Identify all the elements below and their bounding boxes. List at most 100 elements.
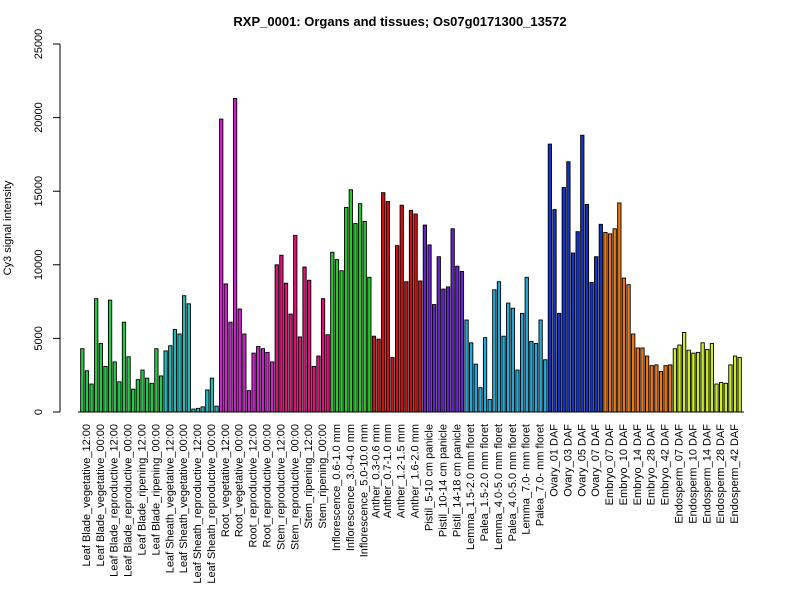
x-tick-labels: Leaf Blade_vegetative_12:00 Leaf Blade_ve… bbox=[81, 424, 741, 584]
bar bbox=[195, 407, 201, 413]
bar bbox=[390, 357, 395, 413]
x-tick-label: Inflorescence_0.6-1.0 mm bbox=[331, 424, 343, 551]
bar bbox=[348, 189, 353, 413]
x-tick-label: Ovary_03 DAF bbox=[562, 424, 574, 497]
bar bbox=[598, 223, 603, 413]
bar bbox=[640, 347, 645, 413]
bar bbox=[260, 348, 265, 413]
bar bbox=[432, 304, 437, 413]
bar bbox=[311, 365, 316, 413]
chart-title: RXP_0001: Organs and tissues; Os07g01713… bbox=[233, 14, 566, 29]
bar bbox=[427, 244, 432, 413]
bar bbox=[186, 303, 191, 413]
bar bbox=[459, 270, 465, 413]
bar bbox=[575, 231, 580, 413]
y-tick-label: 25000 bbox=[33, 29, 45, 60]
bar bbox=[302, 266, 307, 413]
bar bbox=[418, 280, 423, 413]
y-tick-label: 10000 bbox=[33, 250, 45, 281]
bar bbox=[353, 223, 358, 413]
x-tick-label: Lemma_7.0- mm floret bbox=[521, 424, 533, 535]
bar bbox=[714, 383, 719, 413]
bar bbox=[668, 364, 673, 413]
bar bbox=[594, 256, 599, 413]
x-tick-label: Leaf Blade_reproductive_00:00 bbox=[123, 424, 135, 577]
x-tick-label: Palea_7.0- mm floret bbox=[535, 424, 547, 526]
bar bbox=[214, 405, 219, 413]
bar bbox=[182, 295, 187, 413]
bar bbox=[464, 319, 469, 413]
bar bbox=[339, 270, 344, 413]
y-axis-label: Cy3 signal intensity bbox=[2, 180, 14, 275]
bar bbox=[293, 234, 298, 413]
y-tick-label: 20000 bbox=[33, 102, 45, 133]
x-tick-label: Leaf Blade_vegetative_12:00 bbox=[81, 424, 93, 567]
bar bbox=[320, 298, 326, 413]
y-tick-label: 0 bbox=[33, 409, 45, 415]
x-tick-label: Pistil_14-18 cm panicle bbox=[451, 424, 463, 537]
x-tick-label: Endosperm_07 DAF bbox=[674, 424, 686, 524]
bar bbox=[566, 161, 571, 413]
bar bbox=[399, 204, 404, 413]
bar bbox=[395, 245, 400, 413]
bar bbox=[580, 134, 585, 413]
bar bbox=[209, 377, 215, 413]
x-tick-label: Pistil_10-14 cm panicle bbox=[437, 424, 449, 537]
y-axis: 0 5000 10000 15000 20000 25000 bbox=[33, 29, 61, 415]
x-tick-label: Embryo_10 DAF bbox=[618, 424, 630, 506]
bar bbox=[445, 286, 451, 413]
bar bbox=[154, 348, 159, 413]
x-tick-label: Leaf Blade_ripening_00:00 bbox=[150, 424, 162, 556]
x-tick-label: Root_vegetative_00:00 bbox=[234, 424, 246, 537]
x-tick-label: Stem_ripening_00:00 bbox=[317, 424, 329, 529]
bar bbox=[265, 351, 270, 413]
bar bbox=[515, 369, 520, 413]
bar bbox=[732, 355, 738, 413]
bar bbox=[205, 389, 210, 413]
bar bbox=[654, 364, 659, 413]
x-tick-label: Endosperm_10 DAF bbox=[687, 424, 699, 524]
bar bbox=[307, 279, 312, 413]
bar bbox=[506, 302, 511, 413]
bar bbox=[344, 206, 349, 413]
bar bbox=[246, 390, 252, 413]
bar bbox=[705, 348, 710, 413]
bar bbox=[80, 348, 85, 413]
x-tick-label: Inflorescence_5.0-10.0 mm bbox=[359, 424, 371, 557]
x-tick-label: Stem_reproductive_00:00 bbox=[289, 424, 301, 550]
bar bbox=[492, 289, 497, 413]
bar bbox=[94, 298, 99, 413]
bar bbox=[719, 382, 724, 413]
x-tick-label: Leaf Blade_ripening_12:00 bbox=[137, 424, 149, 556]
bar bbox=[677, 344, 682, 413]
x-tick-label: Ovary_01 DAF bbox=[549, 424, 561, 497]
bar bbox=[223, 283, 228, 413]
x-tick-label: Pistil_5-10 cm panicle bbox=[424, 424, 436, 531]
bar bbox=[330, 251, 335, 413]
bar bbox=[441, 288, 446, 413]
bar bbox=[543, 359, 548, 413]
bar bbox=[723, 382, 728, 413]
bar bbox=[256, 346, 261, 413]
bar bbox=[228, 321, 233, 413]
x-tick-label: Leaf Blade_vegetative_00:00 bbox=[95, 424, 107, 567]
x-tick-label: Embryo_42 DAF bbox=[660, 424, 672, 506]
bar bbox=[219, 118, 224, 413]
bar bbox=[533, 343, 539, 413]
bar bbox=[589, 282, 594, 413]
bar bbox=[145, 377, 150, 413]
bar bbox=[237, 308, 242, 413]
x-tick-label: Root_reproductive_12:00 bbox=[248, 424, 260, 548]
bar bbox=[334, 259, 340, 413]
bar bbox=[103, 365, 108, 413]
x-tick-label: Embryo_28 DAF bbox=[646, 424, 658, 506]
bar bbox=[172, 329, 178, 413]
x-tick-label: Endosperm_14 DAF bbox=[701, 424, 713, 524]
bar bbox=[538, 319, 543, 413]
bar bbox=[663, 365, 668, 413]
x-tick-label: Embryo_14 DAF bbox=[632, 424, 644, 506]
bar bbox=[455, 265, 460, 413]
bar bbox=[487, 399, 492, 413]
bar bbox=[617, 202, 622, 413]
x-tick-label: Anther_1.2-1.5 mm bbox=[396, 424, 408, 518]
